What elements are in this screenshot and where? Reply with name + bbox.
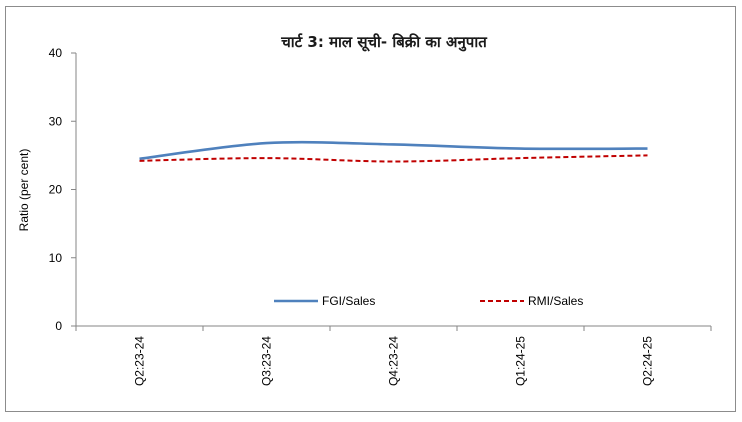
- series-line-fgi-sales: [139, 140, 648, 161]
- y-tick-label: 10: [49, 251, 63, 265]
- y-tick-label: 20: [49, 183, 63, 197]
- axes: 0 10 20 30 40 Q2:23-24 Q3:23-24 Q4:23-24 Q1:24-2…: [49, 46, 712, 386]
- x-tick-label: Q2:23-24: [133, 336, 147, 386]
- y-tick-label: 0: [55, 319, 62, 333]
- series-group: [139, 140, 648, 163]
- legend-label: FGI/Sales: [322, 294, 375, 308]
- y-tick-label: 30: [49, 114, 63, 128]
- legend-label: RMI/Sales: [528, 294, 583, 308]
- series-line-rmi-sales: [139, 154, 648, 163]
- x-tick-label: Q1:24-25: [514, 336, 528, 386]
- y-axis-label: Ratio (per cent): [17, 149, 31, 232]
- y-tick-label: 40: [49, 46, 63, 60]
- chart-title: चार्ट 3: माल सूची- बिक्री का अनुपात: [280, 33, 488, 52]
- legend: FGI/Sales RMI/Sales: [274, 294, 583, 308]
- chart-frame: [5, 6, 736, 412]
- x-tick-label: Q4:23-24: [387, 336, 401, 386]
- x-tick-label: Q3:23-24: [260, 336, 274, 386]
- x-tick-label: Q2:24-25: [641, 336, 655, 386]
